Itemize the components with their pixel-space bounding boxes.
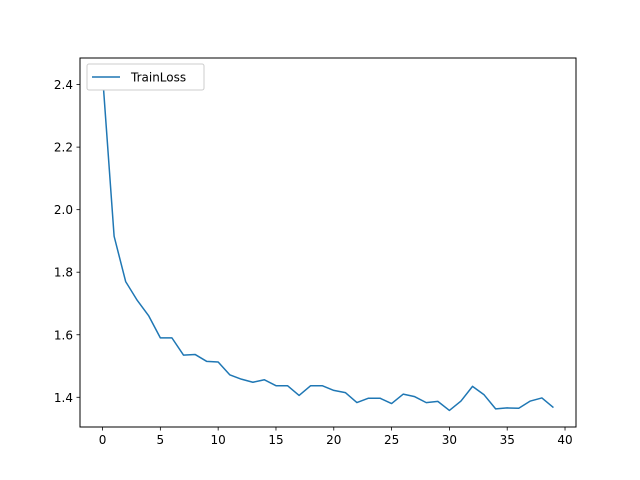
x-tick-label: 40 bbox=[557, 433, 572, 447]
x-tick-label: 10 bbox=[211, 433, 226, 447]
series-line-0 bbox=[101, 75, 554, 412]
y-tick-label: 1.6 bbox=[54, 328, 73, 342]
x-tick-label: 30 bbox=[442, 433, 457, 447]
y-tick-label: 1.4 bbox=[54, 391, 73, 405]
y-tick-label: 1.8 bbox=[54, 266, 73, 280]
legend-box bbox=[86, 63, 205, 91]
y-tick-label: 2.2 bbox=[54, 141, 73, 155]
x-tick-label: 15 bbox=[268, 433, 283, 447]
plot-frame bbox=[79, 57, 577, 428]
x-tick-label: 35 bbox=[500, 433, 515, 447]
series-layer bbox=[101, 75, 554, 412]
x-axis: 0 5 10 15 20 25 30 35 40 bbox=[99, 427, 573, 447]
x-tick-label: 5 bbox=[157, 433, 165, 447]
y-tick-label: 2.0 bbox=[54, 203, 73, 217]
x-tick-label: 25 bbox=[384, 433, 399, 447]
y-tick-label: 2.4 bbox=[54, 78, 73, 92]
legend-label: TrainLoss bbox=[130, 71, 186, 85]
y-axis: 1.4 1.6 1.8 2.0 2.2 2.4 bbox=[54, 78, 80, 405]
x-tick-label: 20 bbox=[326, 433, 341, 447]
legend: TrainLoss bbox=[86, 63, 205, 91]
x-tick-label: 0 bbox=[99, 433, 107, 447]
